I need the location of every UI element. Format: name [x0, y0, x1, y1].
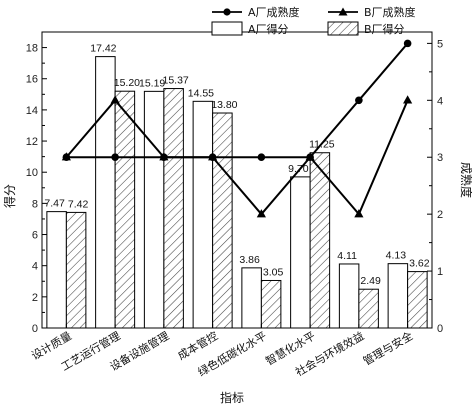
y2-tick-label: 4 [437, 95, 443, 107]
legend-marker-b-maturity [338, 7, 348, 16]
y2-tick-label: 5 [437, 38, 443, 50]
bar-a-score [387, 263, 409, 329]
bar-a-score [95, 56, 116, 329]
data-label-b-score: 15.20 [114, 77, 140, 89]
data-label-a-score: 4.11 [337, 250, 357, 262]
bar-a-score [192, 100, 214, 329]
data-label-b-score: 2.49 [360, 275, 381, 287]
line-a-maturity [66, 42, 409, 159]
y-tick-label: 10 [26, 167, 38, 179]
legend-marker-a-maturity [223, 8, 231, 16]
legend-swatch-b-score [327, 21, 359, 36]
legend-label-b-score: B厂得分 [364, 23, 405, 36]
bar-b-score [65, 211, 87, 329]
point-b-maturity [354, 209, 364, 218]
bar-a-score [241, 267, 262, 329]
y2-axis-title: 成熟度 [459, 162, 472, 198]
y-tick-label: 8 [32, 198, 38, 210]
y2-tick-label: 1 [437, 266, 443, 278]
data-label-b-score: 7.42 [68, 198, 89, 210]
bar-a-score [338, 263, 360, 329]
bar-b-score [309, 152, 331, 329]
legend: A厂成熟度 B厂成熟度 A厂得分 B厂得分 [211, 5, 416, 36]
bar-b-score [114, 90, 136, 329]
line-b-maturity [65, 98, 409, 217]
bar-a-score [143, 90, 165, 329]
point-a-maturity [111, 153, 119, 162]
point-a-maturity [355, 96, 363, 105]
legend-label-b-maturity: B厂成熟度 [364, 5, 416, 19]
legend-swatch-a-score [211, 21, 243, 36]
y-axis-title: 得分 [2, 184, 17, 208]
bar-b-score [260, 279, 282, 329]
data-label-a-score: 14.55 [188, 87, 214, 99]
point-a-maturity [403, 39, 412, 48]
bar-b-score [212, 112, 233, 329]
y2-tick-label: 0 [437, 323, 443, 335]
bar-b-score [358, 288, 379, 329]
point-a-maturity [208, 153, 217, 162]
bar-b-score [407, 271, 428, 329]
y-tick-label: 4 [32, 261, 38, 273]
y-tick-label: 18 [26, 43, 38, 55]
legend-label-a-score: A厂得分 [248, 23, 289, 36]
y2-tick-label: 3 [437, 152, 443, 164]
legend-label-a-maturity: A厂成熟度 [248, 5, 300, 19]
x-tick-label: 管理与安全 [360, 328, 415, 368]
point-a-maturity [62, 153, 71, 162]
y-tick-label: 6 [32, 230, 38, 242]
data-label-a-score: 7.47 [44, 198, 65, 210]
data-label-b-score: 3.05 [263, 266, 284, 278]
point-b-maturity [110, 95, 120, 104]
y-tick-label: 16 [26, 74, 38, 86]
bar-a-score [46, 211, 67, 329]
y-tick-label: 12 [26, 136, 38, 148]
data-label-a-score: 4.13 [386, 250, 407, 262]
y-tick-label: 2 [32, 292, 38, 304]
y2-tick-label: 2 [437, 209, 443, 221]
point-a-maturity [160, 153, 168, 162]
data-label-a-score: 17.42 [90, 43, 116, 55]
y-tick-label: 0 [32, 323, 38, 335]
data-label-a-score: 9.70 [288, 163, 309, 175]
point-b-maturity [256, 209, 266, 218]
y-tick-label: 14 [26, 105, 38, 117]
bar-b-score [163, 88, 184, 329]
data-label-a-score: 15.19 [139, 77, 165, 89]
point-b-maturity [403, 95, 413, 104]
data-label-b-score: 3.62 [409, 258, 430, 270]
point-a-maturity [306, 153, 314, 162]
point-a-maturity [257, 153, 266, 162]
x-axis-title: 指标 [220, 390, 244, 405]
data-label-a-score: 3.86 [239, 254, 260, 266]
data-label-b-score: 15.37 [162, 75, 188, 87]
data-label-b-score: 13.80 [211, 99, 237, 111]
bar-a-score [290, 176, 311, 329]
